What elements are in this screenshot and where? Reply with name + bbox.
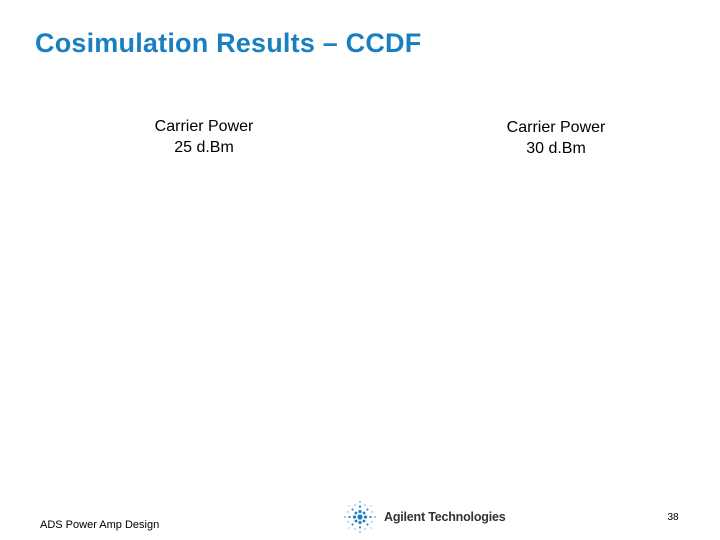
caption-line-2: 25 d.Bm	[174, 139, 234, 156]
caption-line-2: 30 d.Bm	[526, 140, 586, 157]
caption-line-1: Carrier Power	[154, 118, 254, 135]
agilent-spark-icon	[344, 501, 376, 533]
slide-title: Cosimulation Results – CCDF	[35, 28, 422, 58]
agilent-logo: Agilent Technologies	[342, 499, 506, 535]
footer-presentation-title: ADS Power Amp Design	[40, 519, 160, 531]
page-number: 38	[667, 512, 679, 523]
logo-wordmark: Agilent Technologies	[384, 510, 506, 524]
caption-carrier-power-30: Carrier Power 30 d.Bm	[436, 117, 676, 159]
caption-carrier-power-25: Carrier Power 25 d.Bm	[84, 116, 324, 158]
caption-line-1: Carrier Power	[506, 119, 606, 136]
